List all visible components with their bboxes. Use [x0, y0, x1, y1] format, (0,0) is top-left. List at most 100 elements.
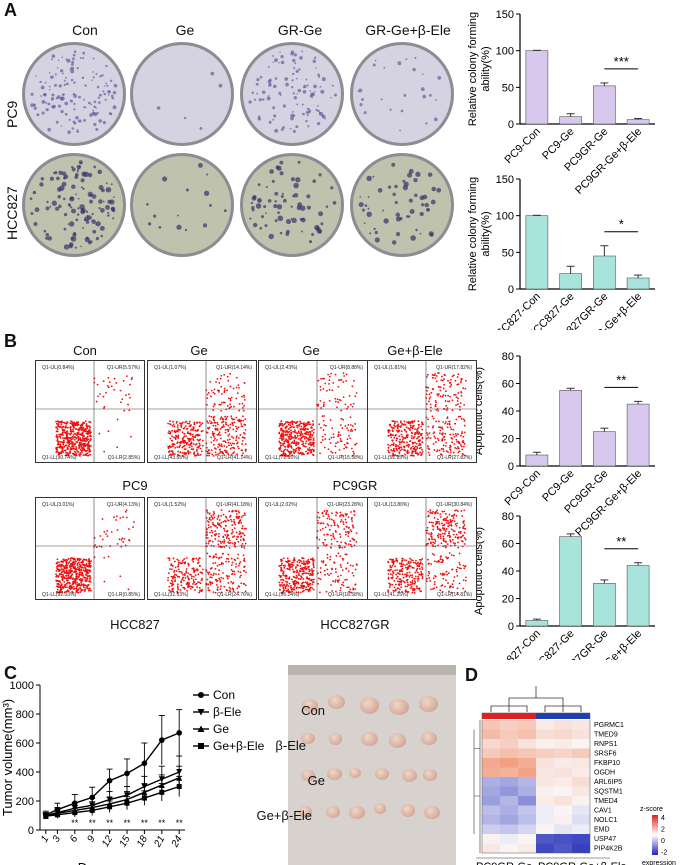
flow-event [229, 426, 232, 429]
quadrant-label: Q1-LR(24.76%) [217, 592, 252, 598]
flow-event [302, 427, 305, 429]
flow-event [307, 443, 310, 445]
flow-event [310, 438, 312, 441]
flow-event [396, 572, 399, 575]
flow-event [389, 429, 391, 432]
sig-mark: ** [123, 818, 131, 828]
quadrant-label: Q1-UR(41.18%) [216, 502, 252, 508]
flow-event [446, 573, 449, 576]
flow-event [218, 569, 221, 572]
colony-dot [292, 194, 295, 198]
colony-dot [272, 118, 275, 121]
bar [626, 403, 650, 467]
flow-event [228, 539, 231, 542]
flow-event [88, 447, 91, 450]
flow-event [455, 570, 458, 573]
flow-event [432, 588, 434, 590]
flow-event [171, 584, 174, 587]
flow-event [102, 395, 105, 398]
flow-event [182, 439, 184, 442]
colony-dot [292, 72, 295, 76]
flow-event [106, 530, 109, 532]
flow-event [455, 524, 458, 527]
colony-dot [290, 113, 295, 118]
flow-event [459, 563, 461, 566]
flow-event [296, 426, 299, 429]
flow-event [349, 403, 352, 406]
flow-event [85, 424, 87, 427]
flow-event [78, 441, 81, 444]
flow-event [286, 445, 289, 447]
flow-event [442, 387, 445, 390]
flow-event [209, 576, 212, 579]
colony-dot [280, 128, 284, 132]
colony-dot [296, 77, 298, 80]
flow-event [317, 582, 320, 585]
flow-event [311, 558, 313, 561]
flow-event [444, 546, 447, 549]
flow-event [279, 445, 282, 447]
flow-event [437, 528, 440, 531]
flow-event [460, 394, 463, 397]
colony-dot [95, 223, 97, 226]
colony-dot [318, 211, 324, 217]
flow-event [412, 436, 415, 439]
flow-event [334, 400, 337, 403]
flow-event [61, 563, 63, 566]
flow-event [311, 587, 314, 590]
colony-dot [373, 227, 376, 231]
tumor-specimen [349, 767, 362, 778]
flow-event [56, 438, 59, 440]
flow-event [293, 452, 296, 455]
flow-event [288, 560, 291, 562]
flow-event [405, 426, 408, 429]
flow-event [416, 430, 419, 433]
flow-event [460, 445, 463, 448]
flow-event [461, 535, 464, 537]
flow-event [286, 441, 289, 444]
flow-event [431, 377, 434, 379]
bar [593, 85, 616, 125]
flow-event [431, 426, 434, 429]
flow-event [394, 454, 397, 457]
flow-event [396, 587, 399, 590]
flow-event [287, 591, 290, 593]
flow-event [233, 535, 236, 538]
flow-event [454, 447, 457, 449]
flow-event [218, 403, 221, 406]
flow-event [454, 433, 457, 435]
flow-event [298, 449, 300, 452]
flow-event [387, 449, 390, 452]
flow-event [83, 576, 85, 579]
y-tick-label: 0 [28, 825, 34, 837]
flow-event [441, 591, 444, 593]
flow-event [209, 531, 211, 534]
flow-event [77, 436, 80, 439]
colony-dot [78, 119, 82, 123]
colony-dot [312, 59, 317, 64]
flow-event [457, 433, 459, 435]
flow-event [398, 440, 401, 443]
flow-event [463, 531, 466, 534]
flow-event [192, 575, 195, 578]
flow-event [450, 437, 453, 439]
flow-event [328, 518, 331, 520]
flow-event [297, 586, 300, 589]
colony-dot [413, 178, 418, 183]
flow-event [278, 440, 281, 443]
flow-event [56, 426, 58, 429]
flow-event [179, 422, 181, 425]
flow-event [419, 451, 422, 454]
flow-event [462, 564, 465, 567]
flow-event [280, 450, 283, 453]
flow-event [433, 554, 436, 556]
flow-event [198, 589, 201, 592]
flow-event [239, 434, 242, 436]
flow-event [428, 577, 431, 579]
quadrant-label: Q1-UL(1.52%) [154, 502, 187, 508]
flow-event [170, 579, 173, 582]
flow-event [421, 568, 424, 571]
flow-event [228, 397, 230, 400]
panel-letter-b: B [4, 331, 17, 351]
flow-event [55, 579, 58, 582]
